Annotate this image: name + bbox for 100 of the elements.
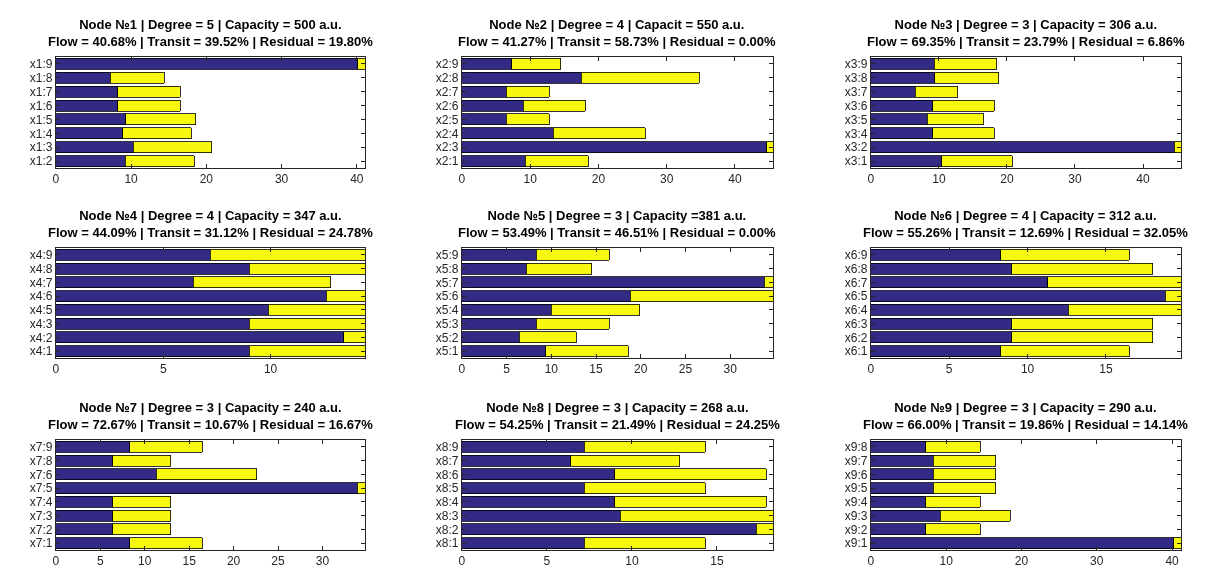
y-tick-label: x2:9 — [435, 57, 459, 72]
y-tick-label: x4:6 — [29, 289, 53, 304]
x-tick-label: 10 — [1020, 362, 1035, 377]
y-tick-label: x5:1 — [435, 344, 459, 359]
chart-title: Node №6 | Degree = 4 | Capacity = 312 a.u. — [894, 208, 1157, 223]
x-tick-label: 10 — [523, 172, 538, 187]
y-tick-label: x7:8 — [29, 453, 53, 468]
y-tick-label: x5:4 — [435, 303, 459, 318]
x-tick-label: 20 — [226, 554, 241, 569]
y-tick-label: x8:4 — [435, 495, 459, 510]
y-tick-label: x4:9 — [29, 248, 53, 263]
y-tick-label: x1:3 — [29, 140, 53, 155]
x-tick-label: 20 — [1000, 172, 1014, 187]
y-tick-label: x2:7 — [435, 84, 459, 99]
y-tick-label: x5:3 — [435, 316, 459, 331]
chart-subtitle: Flow = 54.25% | Transit = 21.49% | Residual = 24.25% — [455, 416, 781, 432]
y-tick-label: x6:7 — [844, 275, 868, 290]
y-tick-label: x7:1 — [29, 536, 53, 551]
y-tick-label: x1:2 — [29, 154, 53, 169]
x-tick-label: 25 — [271, 554, 286, 569]
y-tick-label: x6:3 — [844, 316, 868, 331]
chart-subtitle: Flow = 55.26% | Transit = 12.69% | Residual = 32.05% — [863, 224, 1189, 240]
y-tick-label: x8:6 — [435, 467, 459, 482]
y-tick-label: x7:6 — [29, 467, 53, 482]
y-tick-label: x3:2 — [844, 140, 868, 155]
y-tick-label: x8:1 — [435, 536, 459, 551]
y-tick-label: x3:1 — [844, 154, 868, 169]
x-tick-label: 0 — [52, 554, 60, 569]
y-tick-label: x1:9 — [29, 57, 53, 72]
y-tick-label: x7:3 — [29, 508, 53, 523]
y-tick-label: x3:9 — [844, 57, 868, 72]
y-tick-label: x8:9 — [435, 440, 459, 455]
chart-title: Node №4 | Degree = 4 | Capacity = 347 a.u. — [79, 208, 342, 223]
x-tick-label: 10 — [939, 554, 954, 569]
y-tick-label: x5:9 — [435, 248, 459, 263]
x-tick-label: 40 — [350, 172, 364, 187]
y-tick-label: x8:3 — [435, 508, 459, 523]
y-tick-label: x9:2 — [844, 522, 868, 537]
x-tick-label: 15 — [710, 554, 724, 569]
y-tick-label: x3:4 — [844, 126, 868, 141]
y-tick-label: x9:6 — [844, 467, 868, 482]
x-tick-label: 20 — [591, 172, 606, 187]
y-tick-label: x6:1 — [844, 344, 868, 359]
chart-subtitle: Flow = 72.67% | Transit = 10.67% | Residual = 16.67% — [48, 416, 374, 432]
x-tick-label: 40 — [1165, 554, 1180, 569]
y-tick-label: x7:9 — [29, 440, 53, 455]
y-tick-label: x1:6 — [29, 98, 53, 113]
x-tick-label: 30 — [1068, 172, 1082, 187]
x-tick-label: 15 — [182, 554, 197, 569]
y-tick-label: x8:2 — [435, 522, 459, 537]
x-tick-label: 0 — [52, 172, 60, 187]
x-tick-label: 5 — [159, 362, 167, 377]
chart-title: Node №2 | Degree = 4 | Capacit = 550 a.u. — [489, 17, 745, 32]
x-tick-label: 10 — [138, 554, 152, 569]
y-tick-label: x7:2 — [29, 522, 53, 537]
chart-title: Node №8 | Degree = 3 | Capacity = 268 a.u. — [486, 400, 749, 415]
x-tick-label: 30 — [723, 362, 738, 377]
x-tick-label: 25 — [678, 362, 693, 377]
chart-subtitle: Flow = 41.27% | Transit = 58.73% | Residual = 0.00% — [458, 33, 777, 49]
x-tick-label: 15 — [1099, 362, 1113, 377]
x-tick-label: 10 — [625, 554, 639, 569]
y-tick-label: x4:3 — [29, 316, 53, 331]
x-tick-label: 5 — [503, 362, 511, 377]
chart-title: Node №7 | Degree = 3 | Capacity = 240 a.u. — [79, 400, 342, 415]
y-tick-label: x4:7 — [29, 275, 53, 290]
chart-subtitle: Flow = 69.35% | Transit = 23.79% | Residual = 6.86% — [867, 33, 1186, 49]
y-tick-label: x1:7 — [29, 84, 53, 99]
y-tick-label: x6:5 — [844, 289, 868, 304]
x-tick-label: 0 — [458, 172, 466, 187]
y-tick-label: x3:7 — [844, 84, 868, 99]
y-tick-label: x3:6 — [844, 98, 868, 113]
y-tick-label: x2:3 — [435, 140, 459, 155]
y-tick-label: x9:3 — [844, 508, 868, 523]
y-tick-label: x5:6 — [435, 289, 459, 304]
chart-subtitle: Flow = 44.09% | Transit = 31.12% | Residual = 24.78% — [48, 224, 374, 240]
y-tick-label: x6:9 — [844, 248, 868, 263]
x-tick-label: 5 — [543, 554, 551, 569]
x-tick-label: 30 — [1090, 554, 1104, 569]
y-tick-label: x7:4 — [29, 495, 53, 510]
y-tick-label: x9:7 — [844, 453, 868, 468]
y-tick-label: x1:4 — [29, 126, 53, 141]
chart-subtitle: Flow = 53.49% | Transit = 46.51% | Residual = 0.00% — [458, 224, 777, 240]
y-tick-label: x3:8 — [844, 71, 868, 86]
y-tick-label: x4:1 — [29, 344, 53, 359]
y-tick-label: x9:1 — [844, 536, 868, 551]
y-tick-label: x5:2 — [435, 330, 459, 345]
x-tick-label: 10 — [124, 172, 139, 187]
x-tick-label: 20 — [634, 362, 648, 377]
x-tick-label: 0 — [458, 362, 466, 377]
chart-title: Node №5 | Degree = 3 | Capacity =381 a.u. — [487, 208, 747, 223]
y-tick-label: x4:8 — [29, 261, 53, 276]
y-tick-label: x2:4 — [435, 126, 459, 141]
y-tick-label: x2:6 — [435, 98, 459, 113]
x-tick-label: 0 — [867, 554, 875, 569]
chart-title: Node №9 | Degree = 3 | Capacity = 290 a.u. — [894, 400, 1157, 415]
chart-subtitle: Flow = 40.68% | Transit = 39.52% | Residual = 19.80% — [48, 33, 374, 49]
y-tick-label: x6:8 — [844, 261, 868, 276]
y-tick-label: x4:5 — [29, 303, 53, 318]
y-tick-label: x1:5 — [29, 112, 53, 127]
x-tick-label: 15 — [589, 362, 604, 377]
